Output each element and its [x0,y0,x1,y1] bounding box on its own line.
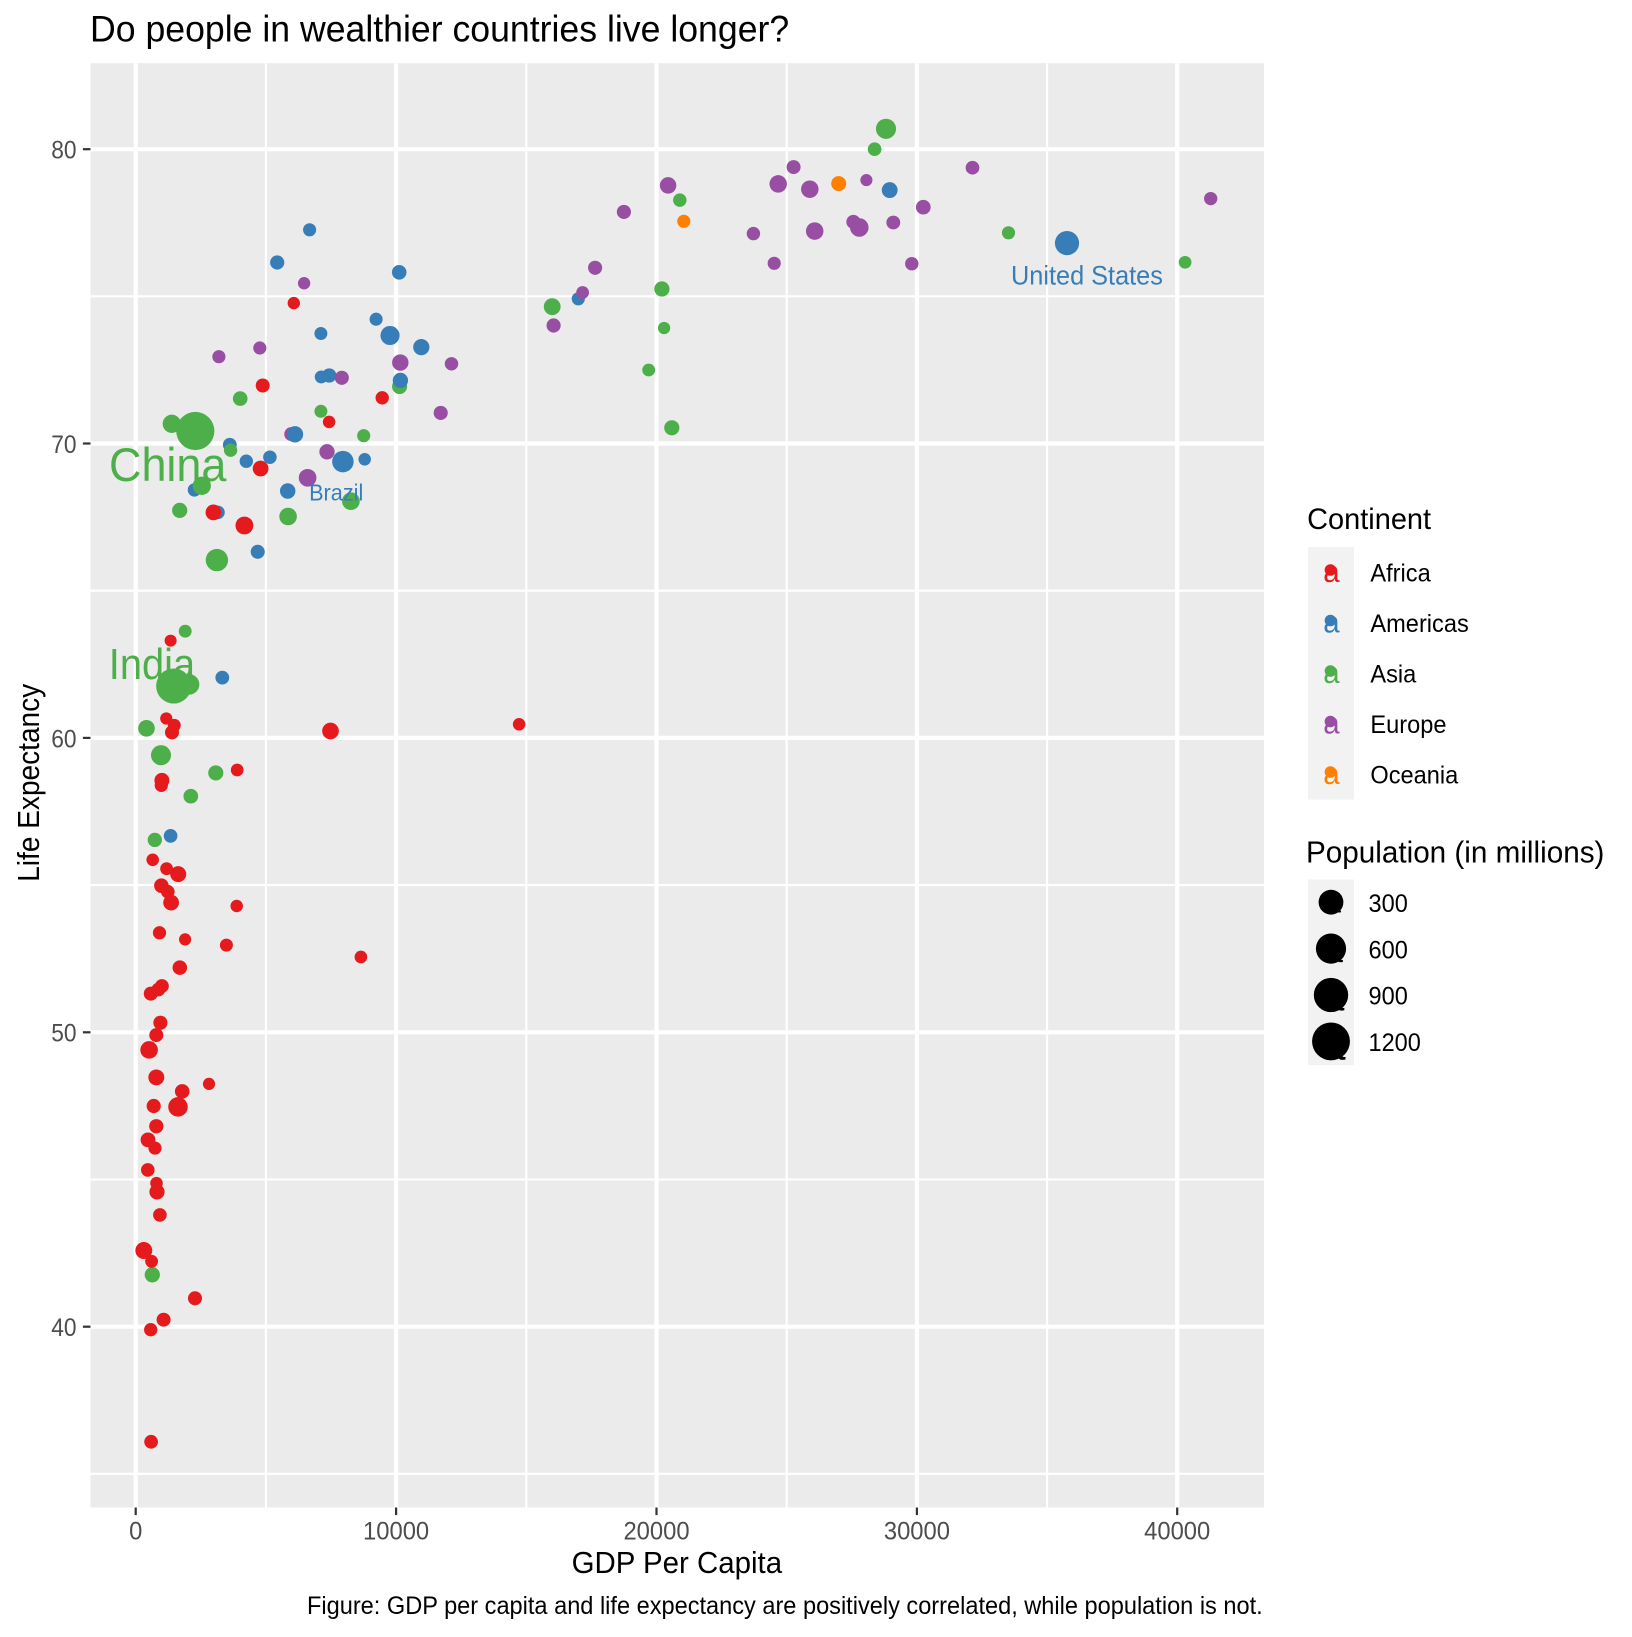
svg-text:Figure: GDP per capita and lif: Figure: GDP per capita and life expectan… [307,1592,1263,1620]
svg-text:Do people in wealthier countri: Do people in wealthier countries live lo… [90,7,789,49]
svg-text:Europe: Europe [1370,711,1446,739]
svg-text:1200: 1200 [1369,1029,1421,1057]
svg-text:600: 600 [1369,936,1408,964]
svg-text:70: 70 [51,431,76,459]
svg-text:0: 0 [129,1517,142,1545]
svg-text:Population (in millions): Population (in millions) [1306,835,1604,870]
svg-text:United States: United States [1011,260,1163,290]
svg-text:Oceania: Oceania [1370,762,1458,790]
svg-text:20000: 20000 [623,1517,689,1545]
svg-text:Africa: Africa [1370,560,1430,588]
svg-text:900: 900 [1369,983,1408,1011]
svg-text:300: 300 [1369,890,1408,918]
svg-text:10000: 10000 [363,1517,429,1545]
svg-text:Americas: Americas [1370,610,1468,638]
svg-text:GDP Per Capita: GDP Per Capita [572,1545,783,1580]
svg-text:China: China [109,438,227,491]
svg-text:60: 60 [51,725,76,753]
svg-text:50: 50 [51,1020,76,1048]
svg-text:Life Expectancy: Life Expectancy [11,683,46,881]
svg-text:India: India [109,641,196,689]
svg-text:80: 80 [51,137,76,165]
svg-text:Brazil: Brazil [309,480,363,506]
svg-text:40: 40 [51,1314,76,1342]
svg-text:30000: 30000 [884,1517,950,1545]
svg-text:40000: 40000 [1144,1517,1210,1545]
svg-text:Continent: Continent [1307,503,1432,536]
svg-text:Asia: Asia [1370,661,1416,689]
